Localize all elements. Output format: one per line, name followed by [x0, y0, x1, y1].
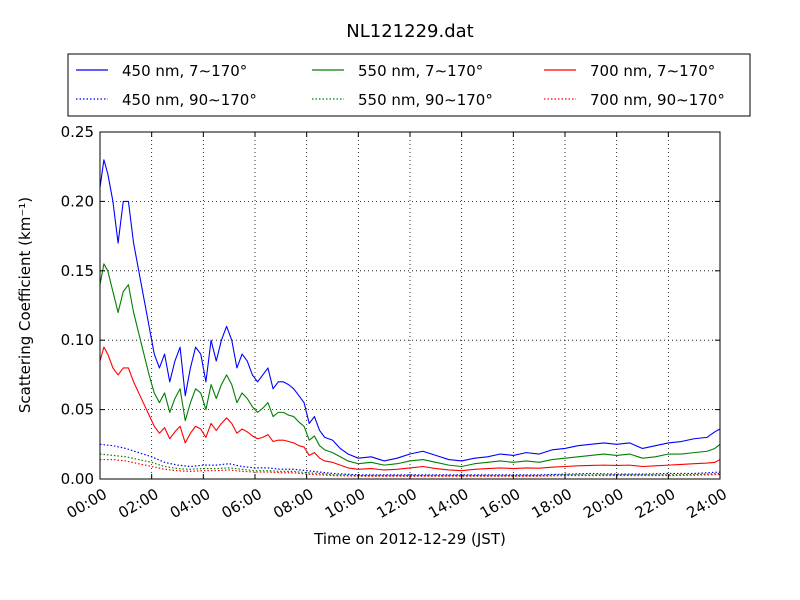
y-tick-label: 0.25	[61, 123, 94, 141]
x-tick-label: 12:00	[374, 485, 420, 522]
y-tick-label: 0.20	[61, 192, 94, 210]
x-tick-label: 18:00	[529, 485, 575, 522]
legend-label-2: 700 nm, 7∼170°	[590, 62, 715, 80]
y-axis-label: Scattering Coefficient (km⁻¹)	[16, 197, 34, 413]
legend: 450 nm, 7∼170° 550 nm, 7∼170° 700 nm, 7∼17…	[67, 53, 751, 117]
series-line-2	[99, 346, 721, 472]
plot-series-group	[99, 159, 721, 477]
legend-label-1: 550 nm, 7∼170°	[358, 62, 483, 80]
x-tick-label: 16:00	[477, 485, 523, 522]
x-tick-label: 22:00	[632, 485, 678, 522]
series-line-4	[99, 453, 721, 477]
axis-ticks	[99, 131, 721, 480]
x-tick-label: 06:00	[219, 485, 265, 522]
y-tick-label: 0.00	[61, 470, 94, 488]
x-tick-label: 00:00	[64, 485, 110, 522]
x-axis-label: Time on 2012-12-29 (JST)	[313, 530, 506, 548]
y-tick-labels: 0.00 0.05 0.10 0.15 0.20 0.25	[61, 123, 94, 488]
x-tick-label: 14:00	[425, 485, 471, 522]
x-tick-label: 20:00	[580, 485, 626, 522]
legend-label-3: 450 nm, 90∼170°	[122, 91, 257, 109]
series-line-5	[100, 458, 721, 477]
legend-label-5: 700 nm, 90∼170°	[590, 91, 725, 109]
series-line-1	[99, 263, 721, 468]
y-tick-label: 0.05	[61, 401, 94, 419]
legend-label-0: 450 nm, 7∼170°	[122, 62, 247, 80]
y-tick-label: 0.10	[61, 331, 94, 349]
x-tick-label: 04:00	[167, 485, 213, 522]
grid-lines	[100, 132, 720, 479]
x-tick-label: 24:00	[684, 485, 730, 522]
y-tick-label: 0.15	[61, 262, 94, 280]
x-tick-label: 08:00	[270, 485, 316, 522]
chart-title: NL121229.dat	[346, 21, 473, 42]
x-tick-labels: 00:00 02:00 04:00 06:00 08:00 10:00 12:00 14:00…	[64, 485, 730, 522]
legend-box	[67, 53, 751, 117]
x-tick-label: 02:00	[115, 485, 161, 522]
series-line-0	[99, 159, 721, 462]
legend-label-4: 550 nm, 90∼170°	[358, 91, 493, 109]
x-tick-label: 10:00	[322, 485, 368, 522]
